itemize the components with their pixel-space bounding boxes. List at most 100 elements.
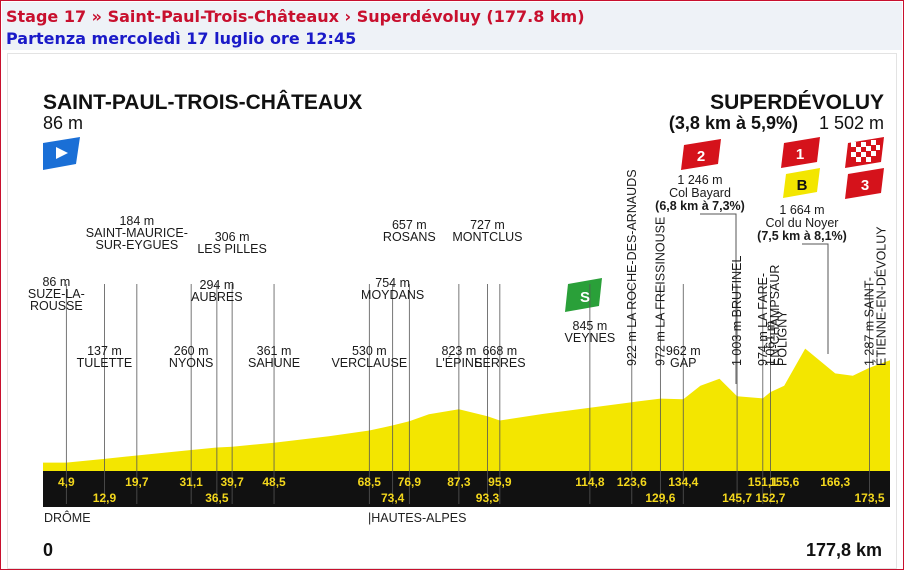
place-label-top: 86 m [42,275,70,289]
start-altitude-label: 86 m [43,113,83,133]
km-mark-top: 39,7 [220,475,244,489]
finish-town-label: SUPERDÉVOLUY [710,91,884,114]
svg-text:1: 1 [796,146,804,163]
start-town-label: SAINT-PAUL-TROIS-CHÂTEAUX [43,90,362,114]
km-mark-top: 134,4 [668,475,698,489]
km-mark-top: 151,1 [748,475,778,489]
place-label-low: 361 m [257,344,292,358]
start-flag-icon [43,137,80,170]
place-label-vertical: 922 m LA ROCHE-DES-ARNAUDS [625,169,639,366]
profile-panel: SAINT-PAUL-TROIS-CHÂTEAUX 86 m SUPERDÉVO… [7,53,897,569]
finish-altitude-label: 1 502 m [819,113,884,133]
km-mark-top: 114,8 [575,475,605,489]
svg-text:1 061 m: 1 061 m [763,321,777,366]
km-mark-bottom: 12,9 [93,491,117,505]
place-label-top: VEYNES [565,331,616,345]
km-mark-top: 19,7 [125,475,149,489]
finish-chequered-icon [845,137,884,168]
svg-text:972 m LA FREISSINOUSE: 972 m LA FREISSINOUSE [653,217,667,366]
km-mark-top: 4,9 [58,475,75,489]
place-label-top: 727 m [470,218,505,232]
km-mark-top: 166,3 [820,475,850,489]
km-mark-bottom: 173,5 [855,491,885,505]
col-bayard-leader [700,213,737,384]
svg-text:1 003 m BRUTINEL: 1 003 m BRUTINEL [730,255,744,366]
place-label-low: 668 m [482,344,517,358]
place-label-low: SAHUNE [248,356,300,370]
place-label-top: MOYDANS [361,288,424,302]
place-label-top: AUBRES [191,290,242,304]
place-label-top: 184 m [119,214,154,228]
svg-text:974 m LA FARE-: 974 m LA FARE- [756,273,770,366]
km-mark-top: 68,5 [358,475,382,489]
place-label-top: 294 m [200,278,235,292]
profile-layer: 4,9 19,7 31,1 39,7 48,5 68,5 76,9 87,3 95,9 114,8… [43,284,890,507]
place-label-low: 962 m [666,344,701,358]
place-label-top: LES PILLES [197,242,267,256]
km-band-top [43,463,890,471]
place-label-low: VERCLAUSE [331,356,407,370]
elevation-area [43,348,890,463]
svg-text:EN-CHAMPSAUR: EN-CHAMPSAUR [768,265,782,366]
km-mark-top: 76,9 [398,475,422,489]
climb-cat-2-icon: 2 [681,139,721,170]
place-label-top: 845 m [573,319,608,333]
place-label-low: GAP [670,356,696,370]
col-bayard-grade: (6,8 km à 7,3%) [655,199,745,213]
km-mark-top: 155,6 [769,475,799,489]
km-mark-bottom: 93,3 [476,491,500,505]
place-label-top: SUR-EYGUES [96,238,179,252]
bonus-b-icon: B [783,168,820,198]
place-label-vertical: 974 m LA FARE-EN-CHAMPSAUR [756,265,782,366]
svg-text:922 m LA ROCHE-DES-ARNAUDS: 922 m LA ROCHE-DES-ARNAUDS [625,169,639,366]
svg-text:B: B [797,177,808,194]
svg-text:S: S [580,289,590,306]
start-time: Partenza mercoledì 17 luglio ore 12:45 [6,29,357,48]
km-mark-bottom: 73,4 [381,491,405,505]
svg-text:POLIGNY: POLIGNY [775,310,789,366]
place-label-vertical: 1 003 m BRUTINEL [730,255,744,366]
stage-title: Stage 17 » Saint-Paul-Trois-Châteaux › S… [6,7,585,26]
place-label-top: SUZE-LA- [28,287,85,301]
place-label-low: 823 m [442,344,477,358]
place-label-top: ROSANS [383,230,436,244]
place-label-low: TULETTE [77,356,133,370]
km-mark-top: 87,3 [447,475,471,489]
km-mark-bottom: 145,7 [722,491,752,505]
place-label-low: 530 m [352,344,387,358]
km-mark-top: 48,5 [262,475,286,489]
dept-hautes-alpes: |HAUTES-ALPES [368,511,466,525]
place-label-low: SERRES [474,356,525,370]
svg-text:1 287 m SAINT-: 1 287 m SAINT- [863,277,877,366]
place-label-top: ROUSSE [30,299,83,313]
place-label-top: MONTCLUS [452,230,522,244]
svg-text:2: 2 [697,148,705,165]
place-label-low: NYONS [169,356,213,370]
col-noyer-name: Col du Noyer [766,216,839,230]
finish-climb-label: (3,8 km à 5,9%) [669,113,798,133]
svg-text:ÉTIENNE-EN-DÉVOLUY: ÉTIENNE-EN-DÉVOLUY [874,226,889,366]
climb-cat-3-icon: 3 [845,168,884,199]
place-label-low: 137 m [87,344,122,358]
place-label-vertical: 972 m LA FREISSINOUSE [653,217,667,366]
stage-header: Stage 17 » Saint-Paul-Trois-Châteaux › S… [2,2,902,50]
col-bayard-name: Col Bayard [669,186,731,200]
stage-profile-chart: SAINT-PAUL-TROIS-CHÂTEAUX 86 m SUPERDÉVO… [28,90,890,560]
dept-drome: DRÔME [44,510,91,525]
km-end: 177,8 km [806,540,882,560]
place-label-low: L'ÉPINE [435,355,482,370]
km-mark-top: 95,9 [488,475,512,489]
col-bayard-alt: 1 246 m [677,173,722,187]
place-label-top: 306 m [215,230,250,244]
sprint-green-icon: S [565,278,602,312]
km-mark-bottom: 152,7 [755,491,785,505]
km-start: 0 [43,540,53,560]
km-mark-top: 31,1 [179,475,203,489]
place-label-top: SAINT-MAURICE- [86,226,188,240]
km-mark-top: 123,6 [617,475,647,489]
col-noyer-leader [802,243,829,354]
place-label-low: 260 m [174,344,209,358]
